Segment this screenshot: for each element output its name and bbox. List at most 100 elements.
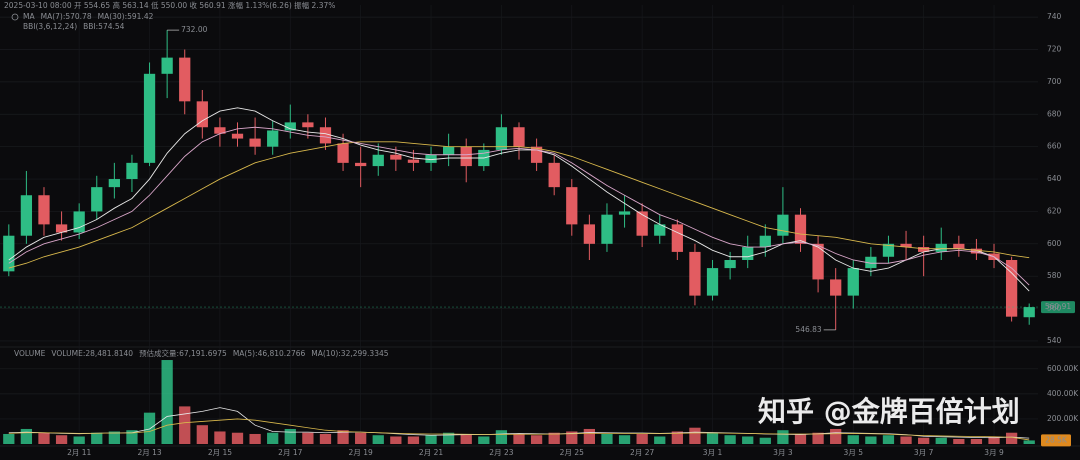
candle-body [425, 154, 437, 163]
volume-bar [55, 435, 68, 444]
volume-bar [724, 435, 736, 444]
volume-ma-line [8, 418, 1030, 441]
candle-body [548, 162, 560, 188]
candle-body [161, 57, 173, 74]
volume-bar [654, 436, 666, 444]
y-tick-label: 540 [1047, 336, 1062, 345]
candle-body [3, 235, 15, 272]
volume-bar [91, 432, 103, 444]
volume-bar [759, 437, 771, 444]
volume-bar [407, 436, 420, 444]
volume-bar [988, 436, 1000, 444]
volume-ma-line [8, 407, 1030, 439]
candle-body [654, 224, 666, 236]
volume-bar [671, 431, 683, 444]
ma-line [8, 126, 1030, 286]
candle-body [284, 122, 296, 131]
candle-body [601, 214, 613, 244]
legend-text: BBI(3,6,12,24) [23, 22, 77, 31]
y-tick-label: 600.00K [1047, 364, 1079, 373]
volume-bar [513, 433, 525, 444]
candle-body [742, 247, 754, 260]
candle-body [583, 224, 596, 244]
candle-body [812, 243, 824, 280]
legend-text: MA(10):32,299.3345 [311, 349, 388, 358]
volume-bar [742, 436, 754, 444]
volume-bar [935, 437, 947, 444]
y-tick-label: 720 [1047, 45, 1062, 54]
candle-body [267, 130, 279, 147]
y-tick-label: 400.00K [1047, 389, 1079, 398]
volume-bar [530, 435, 543, 444]
header-info: 2025-03-10 08:00 开 554.65 高 563.14 低 550… [4, 0, 335, 10]
x-tick-label: 2月 23 [489, 448, 513, 457]
last-price-tag [1041, 301, 1075, 314]
candle-body [20, 195, 33, 236]
candle-body [442, 146, 455, 155]
candle-body [830, 279, 842, 296]
grid [0, 5, 1080, 447]
candle-body [214, 127, 226, 134]
candle-body [865, 256, 877, 269]
volume-bar [689, 427, 701, 444]
volume-bar [196, 425, 208, 444]
legend-text: MA [23, 12, 35, 21]
x-tick-label: 3月 9 [984, 448, 1004, 457]
y-tick-label: 600 [1047, 239, 1062, 248]
legend-text: MA(5):46,810.2766 [233, 349, 306, 358]
candle-body [970, 248, 983, 254]
volume-bar [830, 428, 842, 444]
candle-body [179, 57, 191, 102]
volume-bar [20, 428, 33, 444]
volume-bar [495, 430, 508, 444]
volume-bar [3, 433, 15, 444]
candle-body [407, 159, 420, 163]
volume-bar [126, 430, 138, 444]
volume-bar [442, 432, 455, 444]
legend-text: 预估成交量:67,191.6975 [139, 348, 227, 358]
indicator-icon[interactable] [11, 13, 19, 21]
candle-body [495, 127, 508, 150]
high-label: 732.00 [181, 25, 207, 34]
volume-bar [38, 432, 50, 444]
y-tick-label: 660 [1047, 142, 1062, 151]
candle-body [108, 179, 120, 188]
y-tick-label: 200.00K [1047, 414, 1079, 423]
x-tick-label: 3月 7 [914, 448, 934, 457]
volume-bar [882, 435, 895, 444]
legend-text: VOLUME:28,481.8140 [51, 349, 133, 358]
candle-body [249, 138, 261, 147]
candle-body [847, 268, 859, 296]
legend-text: MA(7):570.78 [41, 12, 92, 21]
volume-bar [794, 433, 807, 444]
x-tick-label: 2月 19 [349, 448, 373, 457]
volume-bar [372, 435, 384, 444]
y-tick-label: 740 [1047, 12, 1062, 21]
volume-bar [390, 436, 402, 444]
candle-body [636, 211, 648, 236]
candle-body [953, 243, 965, 249]
ma-line [8, 107, 1030, 292]
volume-bar [548, 432, 560, 444]
candle-body [671, 224, 683, 252]
last-volume-tag [1041, 434, 1071, 447]
candle-body [706, 268, 719, 296]
legend-text: VOLUME [14, 349, 46, 358]
volume-bar [636, 433, 648, 444]
volume-bar [706, 432, 719, 444]
y-tick-label: 620 [1047, 206, 1062, 215]
volume-bar [566, 431, 578, 444]
x-tick-label: 2月 25 [560, 448, 584, 457]
x-tick-label: 2月 27 [630, 448, 654, 457]
candle-body [319, 127, 332, 144]
volume-bar [108, 431, 120, 444]
volume-bar [812, 432, 824, 444]
volume-bar [777, 430, 789, 444]
candle-body [55, 224, 68, 233]
legend-text: BBI:574.54 [83, 22, 125, 31]
volume-bar [284, 428, 296, 444]
candle-body [777, 214, 789, 236]
marks: 732.00 546.83 560.91 28.5K [0, 25, 1075, 447]
candle-body [143, 73, 156, 163]
candle-body [882, 243, 895, 257]
